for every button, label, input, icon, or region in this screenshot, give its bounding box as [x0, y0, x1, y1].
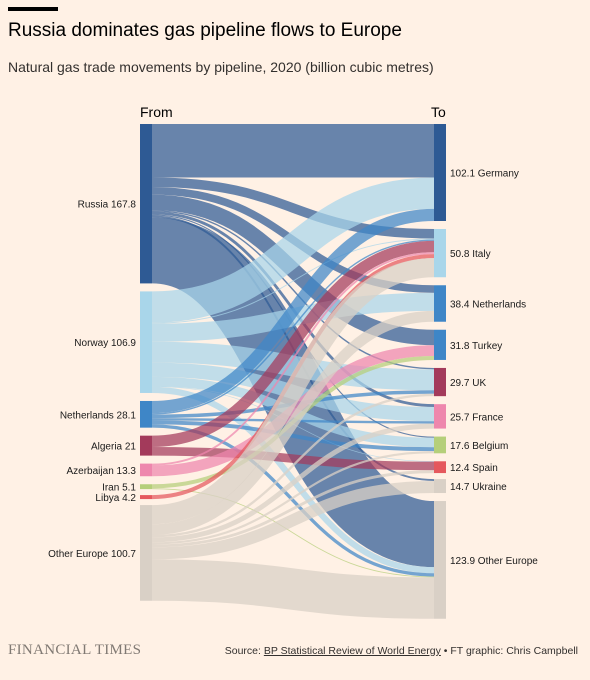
flow-norway-to-germany — [151, 177, 435, 323]
source-note: Source: BP Statistical Review of World E… — [225, 645, 578, 657]
from-header: From — [140, 104, 173, 120]
source-label-norway: Norway 106.9 — [74, 338, 136, 349]
source-label-libya: Libya 4.2 — [95, 493, 136, 504]
source-node-norway — [140, 291, 152, 393]
flow-other-europe-to-italy — [151, 258, 435, 525]
target-node-spain — [434, 461, 446, 474]
source-node-iran — [140, 484, 152, 490]
target-node-belgium — [434, 436, 446, 454]
flow-azerbaijan-to-italy — [151, 252, 435, 466]
source-suffix: • FT graphic: Chris Campbell — [440, 645, 578, 657]
target-label-turkey: 31.8 Turkey — [450, 341, 502, 352]
flow-netherlands-to-belgium — [151, 420, 435, 452]
source-label-iran: Iran 5.1 — [102, 483, 136, 494]
target-node-uk — [434, 367, 446, 397]
flow-other-europe-to-netherlands — [151, 310, 435, 536]
target-node-germany — [434, 124, 446, 221]
chart-title: Russia dominates gas pipeline flows to E… — [8, 20, 402, 41]
source-link[interactable]: BP Statistical Review of World Energy — [263, 645, 441, 657]
title-rule — [8, 7, 58, 11]
flow-other-europe-to-spain — [151, 470, 435, 548]
target-node-netherlands — [434, 285, 446, 322]
node-labels: Russia 167.8 Norway 106.9 Netherlands 28.1… — [48, 168, 538, 566]
flow-netherlands-to-italy — [151, 239, 435, 415]
target-label-france: 25.7 France — [450, 412, 504, 423]
flow-russia-to-italy — [151, 177, 435, 239]
target-label-belgium: 17.6 Belgium — [450, 441, 508, 452]
source-node-libya — [140, 495, 152, 500]
target-label-uk: 29.7 UK — [450, 378, 486, 389]
flow-azerbaijan-to-turkey — [151, 345, 435, 477]
flow-other-europe-to-france — [151, 423, 435, 543]
flow-other-europe-to-ukraine — [151, 480, 435, 560]
ft-logo: FINANCIAL TIMES — [8, 642, 142, 658]
flow-norway-to-italy — [151, 238, 435, 324]
target-label-italy: 50.8 Italy — [450, 249, 491, 260]
flow-other-europe-to-uk — [151, 393, 435, 538]
flow-algeria-to-spain — [151, 447, 435, 471]
target-node-italy — [434, 228, 446, 278]
target-label-spain: 12.4 Spain — [450, 463, 498, 474]
source-label-algeria: Algeria 21 — [91, 442, 136, 453]
to-header: To — [431, 104, 446, 120]
flow-other-europe-to-belgium — [151, 451, 435, 545]
flow-links — [149, 123, 437, 619]
source-node-netherlands — [140, 400, 152, 428]
flow-netherlands-to-germany — [151, 208, 435, 414]
source-prefix: Source: — [224, 645, 264, 657]
target-node-ukraine — [434, 479, 446, 494]
target-node-turkey — [434, 329, 446, 360]
nodes — [140, 124, 446, 619]
flow-algeria-to-italy — [151, 240, 435, 448]
source-node-russia — [140, 124, 152, 284]
source-node-algeria — [140, 435, 152, 456]
target-label-netherlands: 38.4 Netherlands — [450, 299, 526, 310]
source-node-other-europe — [140, 505, 152, 601]
target-label-germany: 102.1 Germany — [450, 168, 519, 179]
chart-subtitle: Natural gas trade movements by pipeline,… — [8, 59, 434, 75]
target-label-ukraine: 14.7 Ukraine — [450, 482, 507, 493]
source-label-other-europe: Other Europe 100.7 — [48, 549, 136, 560]
source-label-netherlands: Netherlands 28.1 — [60, 410, 137, 421]
flow-norway-to-uk — [151, 341, 435, 391]
flow-other-europe-to-other-europe — [151, 559, 435, 619]
target-node-other-europe — [434, 501, 446, 619]
source-node-azerbaijan — [140, 463, 152, 477]
source-label-russia: Russia 167.8 — [78, 200, 137, 211]
target-node-france — [434, 404, 446, 429]
source-label-azerbaijan: Azerbaijan 13.3 — [67, 466, 137, 477]
target-label-other-europe: 123.9 Other Europe — [450, 556, 538, 567]
